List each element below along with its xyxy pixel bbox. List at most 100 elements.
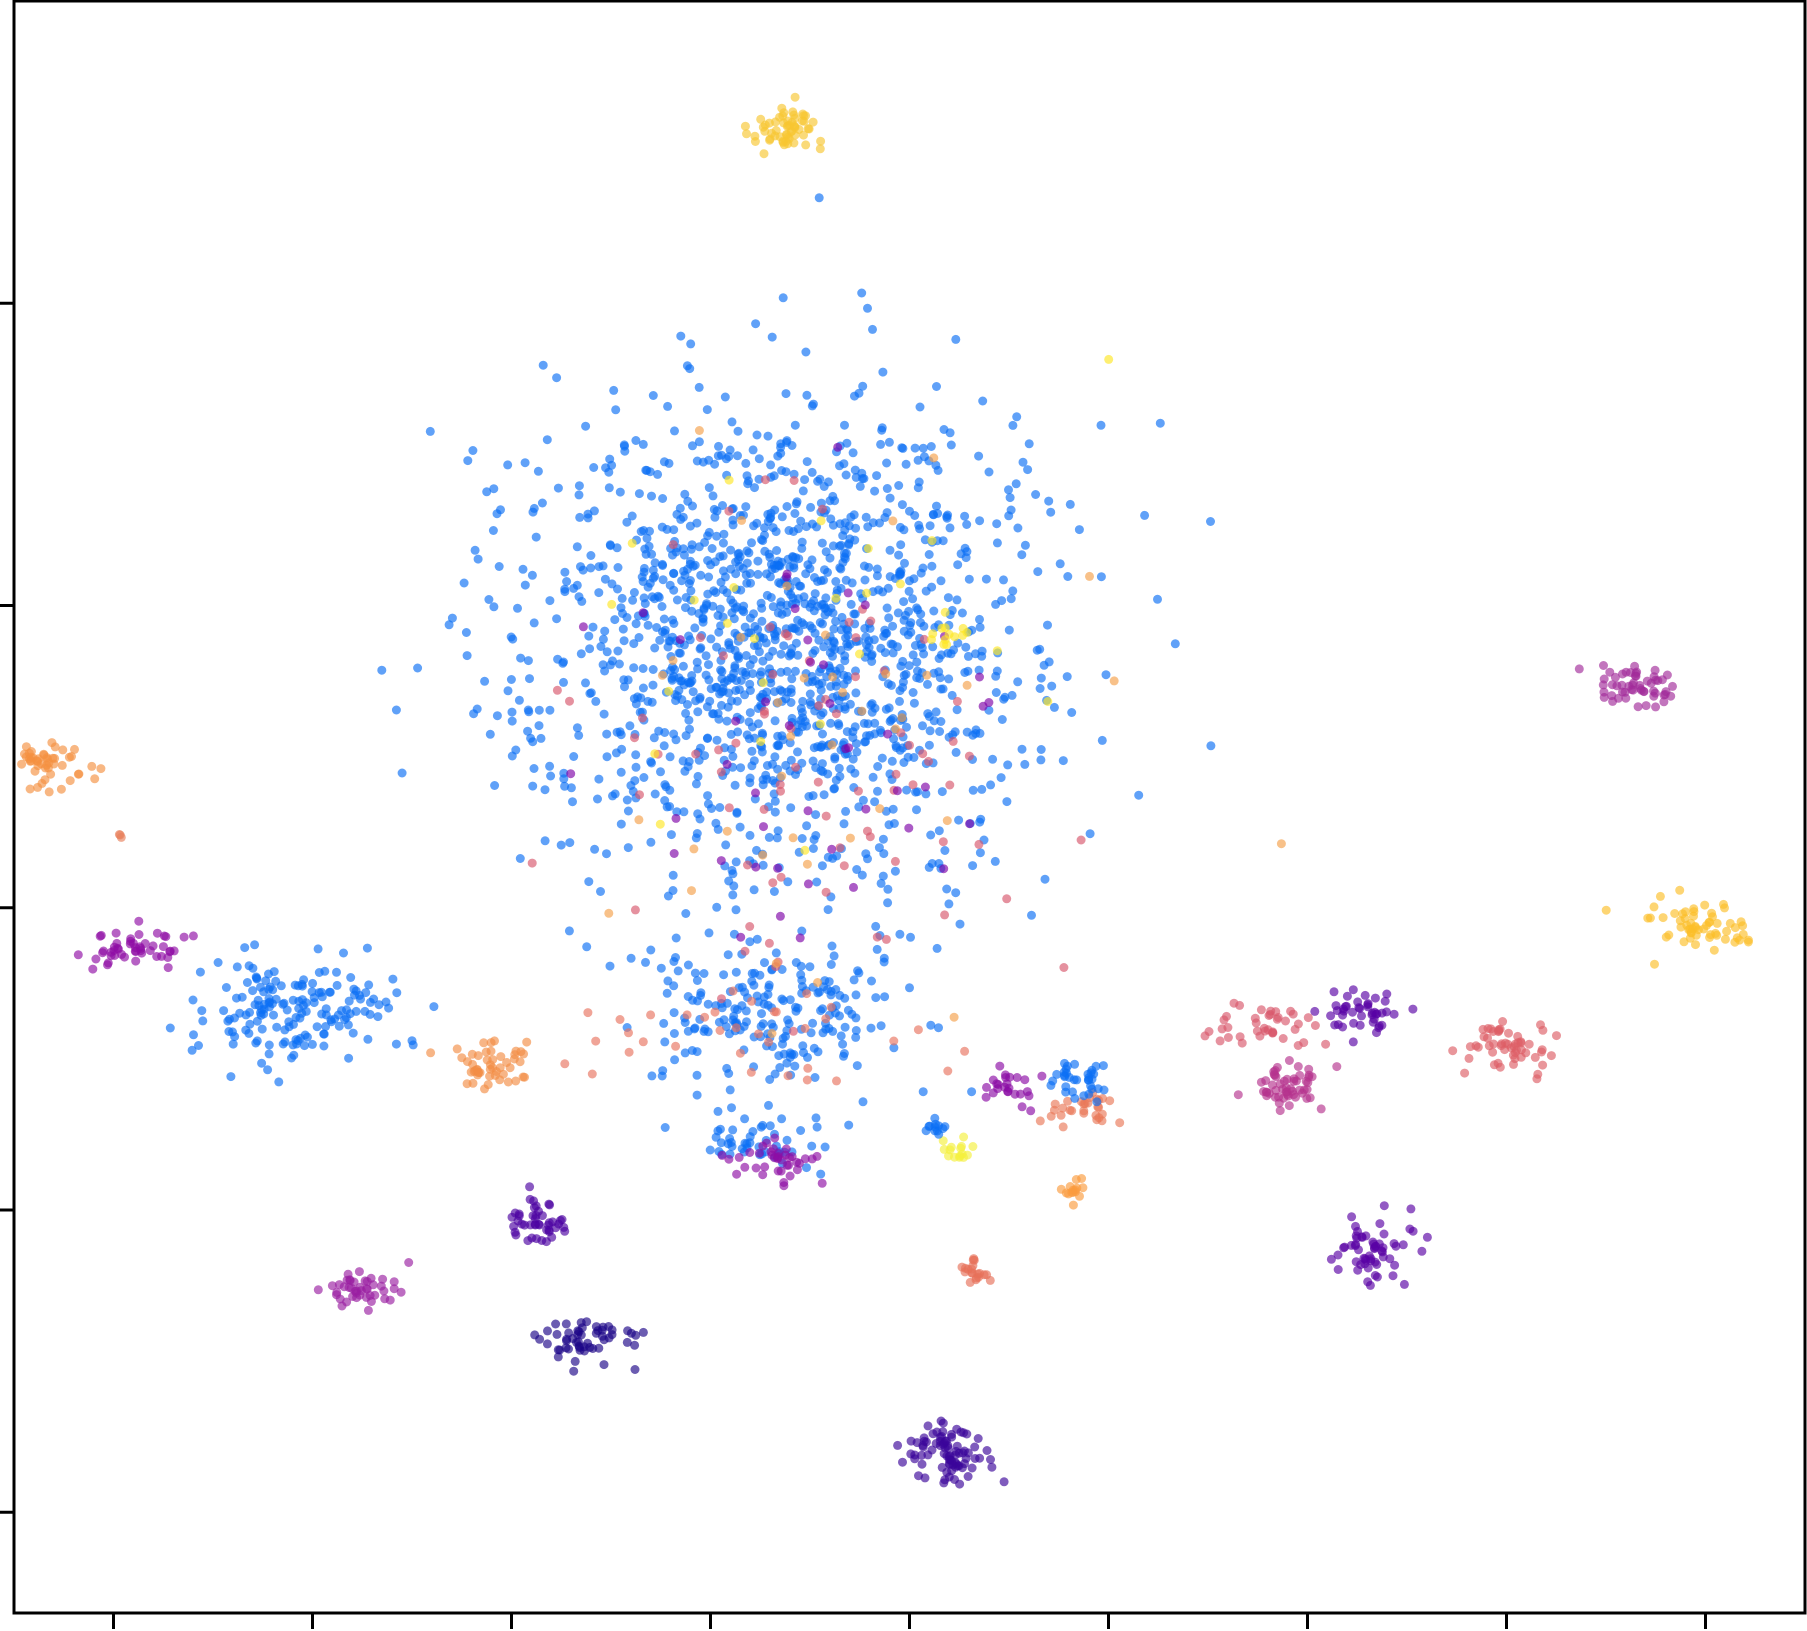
scatter-point bbox=[578, 622, 588, 632]
scatter-point bbox=[452, 1044, 462, 1054]
scatter-point bbox=[1251, 1018, 1261, 1028]
scatter-point bbox=[744, 734, 754, 744]
scatter-point bbox=[1005, 493, 1015, 503]
scatter-point bbox=[1369, 1239, 1379, 1249]
scatter-point bbox=[511, 1046, 521, 1056]
scatter-point bbox=[339, 948, 348, 958]
cluster-25 bbox=[165, 940, 439, 1087]
scatter-point bbox=[585, 644, 595, 654]
scatter-point bbox=[1675, 916, 1685, 926]
scatter-point bbox=[777, 609, 787, 619]
scatter-point bbox=[862, 588, 872, 598]
scatter-point bbox=[790, 420, 800, 430]
scatter-point bbox=[797, 926, 807, 936]
scatter-point bbox=[793, 615, 803, 625]
scatter-point bbox=[689, 844, 699, 854]
scatter-point bbox=[256, 982, 265, 992]
scatter-point bbox=[691, 749, 701, 759]
scatter-point bbox=[575, 512, 585, 522]
scatter-point bbox=[831, 577, 841, 586]
scatter-point bbox=[287, 1053, 296, 1063]
scatter-point bbox=[188, 995, 198, 1005]
scatter-point bbox=[934, 1023, 943, 1033]
scatter-point bbox=[332, 980, 342, 990]
scatter-point bbox=[852, 747, 862, 757]
scatter-point bbox=[1070, 1059, 1080, 1069]
scatter-point bbox=[782, 1026, 792, 1036]
scatter-point bbox=[912, 673, 922, 683]
scatter-point bbox=[717, 1150, 727, 1160]
scatter-point bbox=[602, 647, 612, 657]
scatter-point bbox=[777, 994, 787, 1004]
scatter-point bbox=[935, 727, 945, 736]
scatter-point bbox=[1361, 1231, 1371, 1241]
scatter-point bbox=[841, 806, 851, 816]
scatter-point bbox=[1260, 1026, 1270, 1036]
scatter-point bbox=[929, 453, 939, 463]
scatter-point bbox=[845, 833, 855, 843]
scatter-point bbox=[796, 581, 806, 591]
points-layer bbox=[17, 92, 1753, 1489]
scatter-point bbox=[752, 430, 762, 440]
scatter-point bbox=[686, 339, 696, 349]
scatter-point bbox=[960, 511, 970, 521]
scatter-point bbox=[1363, 1263, 1373, 1273]
scatter-point bbox=[457, 1053, 467, 1063]
scatter-point bbox=[825, 699, 835, 708]
scatter-point bbox=[1273, 1013, 1283, 1022]
scatter-point bbox=[623, 806, 633, 816]
scatter-point bbox=[888, 804, 898, 814]
scatter-point bbox=[429, 1002, 439, 1012]
scatter-point bbox=[745, 613, 755, 623]
scatter-point bbox=[704, 928, 714, 938]
scatter-point bbox=[551, 1223, 561, 1233]
scatter-point bbox=[334, 1280, 344, 1290]
scatter-point bbox=[999, 575, 1008, 585]
scatter-point bbox=[696, 990, 705, 1000]
scatter-point bbox=[34, 754, 44, 764]
scatter-point bbox=[645, 467, 655, 477]
scatter-point bbox=[1599, 687, 1609, 697]
scatter-point bbox=[782, 581, 792, 591]
scatter-point bbox=[952, 696, 962, 706]
scatter-point bbox=[761, 638, 771, 648]
scatter-point bbox=[163, 963, 173, 973]
scatter-point bbox=[803, 1063, 813, 1073]
scatter-point bbox=[1036, 673, 1046, 683]
scatter-point bbox=[553, 483, 563, 493]
scatter-point bbox=[626, 781, 636, 790]
scatter-point bbox=[787, 441, 797, 450]
scatter-point bbox=[999, 1477, 1009, 1487]
scatter-point bbox=[734, 548, 744, 558]
scatter-point bbox=[583, 1008, 593, 1018]
scatter-point bbox=[771, 958, 781, 968]
scatter-point bbox=[875, 804, 885, 814]
scatter-point bbox=[1460, 1068, 1470, 1078]
scatter-point bbox=[803, 1052, 812, 1062]
scatter-point bbox=[878, 834, 888, 844]
scatter-point bbox=[718, 501, 727, 510]
scatter-point bbox=[869, 635, 879, 645]
scatter-point bbox=[714, 627, 724, 637]
scatter-point bbox=[679, 807, 689, 817]
scatter-point bbox=[490, 1036, 499, 1046]
scatter-point bbox=[699, 969, 709, 978]
scatter-point bbox=[921, 789, 931, 799]
scatter-point bbox=[1389, 1009, 1399, 1019]
scatter-point bbox=[727, 696, 736, 706]
scatter-point bbox=[1061, 1082, 1071, 1092]
scatter-point bbox=[696, 570, 706, 580]
scatter-point bbox=[958, 630, 968, 640]
scatter-point bbox=[1069, 1075, 1079, 1085]
scatter-point bbox=[1709, 945, 1719, 955]
scatter-point bbox=[881, 934, 891, 944]
scatter-point bbox=[909, 753, 919, 762]
scatter-point bbox=[1651, 702, 1661, 712]
scatter-point bbox=[876, 1021, 886, 1031]
scatter-point bbox=[648, 565, 658, 575]
scatter-point bbox=[857, 288, 867, 298]
scatter-point bbox=[912, 603, 922, 613]
scatter-point bbox=[1333, 1250, 1343, 1260]
scatter-point bbox=[235, 1008, 245, 1018]
